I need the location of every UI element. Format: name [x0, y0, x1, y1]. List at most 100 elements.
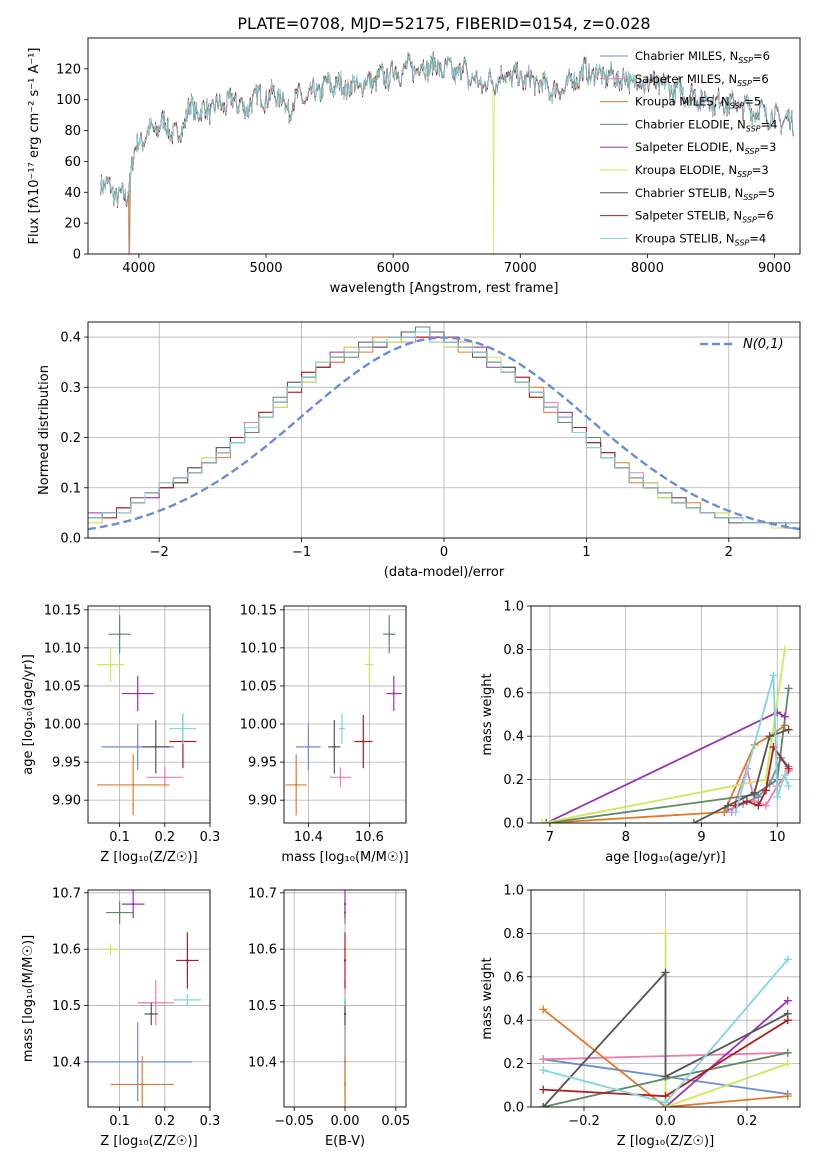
data-point — [136, 692, 139, 695]
y-tick-label: 0.4 — [503, 1014, 524, 1029]
data-point — [131, 902, 135, 906]
x-axis-label: Z [log₁₀(Z/Z☉)] — [100, 850, 197, 865]
y-tick-label: 40 — [64, 186, 81, 201]
series-marker — [783, 1092, 792, 1101]
series-marker — [689, 819, 698, 823]
x-tick-label: 0.0 — [655, 1114, 676, 1129]
y-axis-label: mass weight — [480, 957, 495, 1039]
series-marker — [780, 645, 789, 654]
data-point — [181, 727, 185, 730]
data-point — [154, 1001, 157, 1004]
data-point — [136, 745, 139, 749]
y-tick-label: 0.8 — [503, 927, 524, 942]
legend-label: Kroupa ELODIE, NSSP=3 — [635, 163, 769, 179]
series-marker — [731, 808, 740, 817]
y-axis-label: mass weight — [480, 673, 495, 755]
series-marker — [784, 764, 793, 773]
series-marker — [539, 1055, 548, 1064]
data-point — [154, 745, 157, 749]
x-tick-label: 0.1 — [109, 1114, 130, 1129]
data-point — [109, 947, 112, 951]
series-marker — [538, 819, 547, 823]
series-marker — [539, 1085, 548, 1094]
series-marker — [783, 1048, 792, 1057]
y-tick-label: 20 — [64, 217, 81, 232]
x-tick-label: 8000 — [631, 261, 664, 276]
y-tick-label: 9.95 — [248, 756, 277, 771]
y-tick-label: 0.4 — [503, 730, 524, 745]
legend-label: Salpeter ELODIE, NSSP=3 — [635, 140, 776, 156]
data-point — [131, 783, 135, 787]
axes-frame — [87, 889, 211, 1108]
y-tick-label: 10.4 — [248, 1055, 277, 1070]
x-tick-label: 0.2 — [154, 1114, 175, 1129]
x-axis-label: (data-model)/error — [384, 565, 505, 580]
x-tick-label: 9000 — [758, 261, 791, 276]
x-axis-label: mass [log₁₀(M/M☉)] — [281, 850, 408, 865]
y-tick-label: 60 — [64, 155, 81, 170]
series-marker — [780, 712, 789, 721]
plot-area — [88, 890, 201, 1107]
legend-label: N(0,1) — [743, 337, 784, 352]
y-tick-label: 0.6 — [503, 686, 524, 701]
y-tick-label: 10.6 — [248, 943, 277, 958]
data-point — [295, 783, 298, 787]
series-marker — [539, 1005, 548, 1014]
y-tick-label: 10.4 — [52, 1055, 81, 1070]
y-tick-label: 10.10 — [44, 641, 81, 656]
data-point — [339, 776, 342, 779]
y-tick-label: 0.0 — [503, 1101, 524, 1116]
data-point — [343, 902, 347, 906]
series-marker — [742, 797, 751, 806]
y-tick-label: 100 — [56, 93, 81, 108]
series-marker — [765, 732, 774, 741]
data-point — [109, 663, 112, 666]
y-tick-label: 1.0 — [503, 884, 524, 899]
y-axis-label: Flux [fλ10⁻¹⁷ erg cm⁻² s⁻¹ A⁻¹] — [27, 48, 42, 245]
series-marker — [661, 1098, 670, 1107]
legend-label: Chabrier MILES, NSSP=6 — [635, 49, 770, 65]
y-tick-label: 0.0 — [60, 532, 81, 547]
x-tick-label: 0.2 — [154, 830, 175, 845]
data-point — [136, 1060, 139, 1064]
panel-age-vs-mass: 10.4 10.6 9.90 9.95 10.00 10.05 10.10 10.15 mass… — [240, 603, 409, 865]
axes-frame — [87, 321, 801, 539]
x-tick-label: 8 — [622, 830, 630, 845]
x-tick-label: 0.1 — [109, 830, 130, 845]
y-tick-label: 10.5 — [248, 999, 277, 1014]
plot-area — [88, 326, 800, 531]
x-axis-label: E(B-V) — [325, 1134, 365, 1149]
data-point — [340, 727, 344, 730]
axes-frame — [530, 605, 801, 824]
x-tick-label: 10.6 — [355, 830, 384, 845]
y-tick-label: 0.1 — [60, 481, 81, 496]
data-point — [307, 745, 310, 749]
data-point — [368, 663, 371, 666]
legend-label: Chabrier STELIB, NSSP=5 — [635, 186, 775, 202]
data-point — [118, 632, 121, 636]
series-marker — [783, 1059, 792, 1068]
legend-label: Salpeter STELIB, NSSP=6 — [635, 209, 774, 225]
data-point — [141, 1083, 144, 1086]
x-tick-label: −0.2 — [568, 1114, 600, 1129]
plot-area — [285, 615, 402, 816]
x-tick-label: 0.2 — [737, 1114, 758, 1129]
normal-curve — [88, 336, 800, 531]
x-tick-label: 7 — [546, 830, 554, 845]
y-tick-label: 10.00 — [44, 718, 81, 733]
series-marker — [724, 801, 733, 810]
plot-area — [97, 615, 197, 816]
x-tick-label: 7000 — [504, 261, 537, 276]
data-point — [163, 776, 167, 779]
data-point — [392, 692, 395, 695]
data-point — [150, 1012, 153, 1016]
figure-title: PLATE=0708, MJD=52175, FIBERID=0154, z=0… — [237, 14, 650, 33]
y-tick-label: 1.0 — [503, 600, 524, 615]
plot-area — [538, 645, 793, 823]
series-marker — [761, 801, 770, 810]
legend-label: Salpeter MILES, NSSP=6 — [635, 72, 769, 88]
y-tick-label: 0.3 — [60, 381, 81, 396]
y-tick-label: 10.10 — [240, 641, 277, 656]
axes-frame — [530, 889, 801, 1108]
series-marker — [784, 684, 793, 693]
